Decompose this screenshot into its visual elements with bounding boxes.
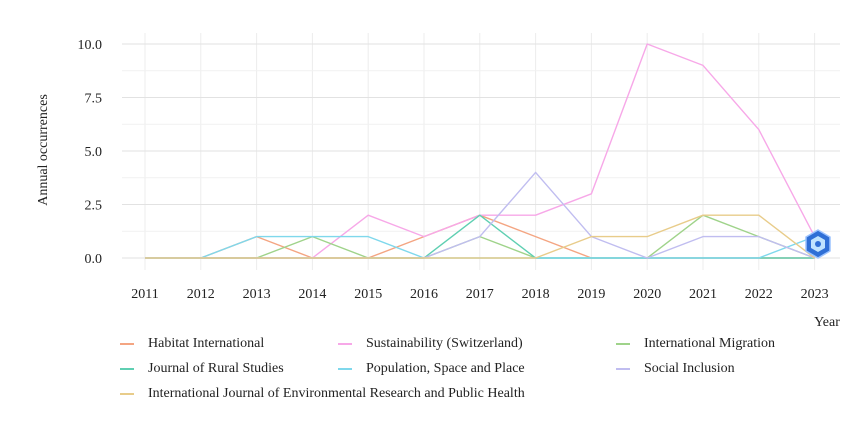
legend-swatch (338, 343, 352, 345)
y-tick-label: 5.0 (85, 145, 103, 160)
x-tick-label: 2019 (577, 287, 605, 302)
y-axis-title: Annual occurrences (36, 94, 51, 206)
legend-label: Population, Space and Place (366, 361, 525, 376)
x-tick-label: 2020 (633, 287, 661, 302)
legend-swatch (616, 368, 630, 370)
x-tick-label: 2011 (131, 287, 158, 302)
y-tick-label: 10.0 (78, 38, 103, 53)
legend-item: Habitat International (120, 336, 264, 352)
legend-label: Journal of Rural Studies (148, 361, 284, 376)
legend-item: International Journal of Environmental R… (120, 386, 525, 402)
x-axis-title: Year (814, 315, 840, 330)
legend-item: Journal of Rural Studies (120, 361, 284, 377)
legend-label: International Migration (644, 336, 776, 351)
y-tick-label: 2.5 (85, 199, 103, 214)
x-tick-label: 2015 (354, 287, 382, 302)
x-tick-label: 2016 (410, 287, 438, 302)
y-tick-label: 7.5 (85, 92, 103, 107)
x-tick-label: 2013 (243, 287, 271, 302)
badge-icon[interactable] (802, 228, 834, 260)
legend-item: Population, Space and Place (338, 361, 525, 377)
x-tick-label: 2021 (689, 287, 717, 302)
axes: 0.0 2.5 5.0 7.5 10.0 2011 2012 2013 2014 2015 2016… (78, 38, 829, 302)
x-tick-label: 2017 (466, 287, 494, 302)
x-tick-label: 2012 (187, 287, 215, 302)
legend-swatch (120, 393, 134, 395)
legend-swatch (120, 368, 134, 370)
y-tick-label: 0.0 (85, 252, 103, 267)
x-tick-label: 2014 (298, 287, 326, 302)
legend-item: Social Inclusion (616, 361, 735, 377)
series-line-international-journal-of-environmental-research-and-public-health (145, 214, 816, 259)
x-tick-label: 2018 (522, 287, 550, 302)
legend-label: Social Inclusion (644, 361, 735, 376)
legend-swatch (120, 343, 134, 345)
x-tick-label: 2022 (745, 287, 773, 302)
legend-swatch (616, 343, 630, 345)
legend-label: Sustainability (Switzerland) (366, 336, 523, 351)
legend-label: Habitat International (148, 336, 265, 351)
legend-swatch (338, 368, 352, 370)
legend-item: International Migration (616, 336, 775, 352)
series-lines (145, 43, 816, 259)
legend-item: Sustainability (Switzerland) (338, 336, 523, 352)
x-tick-label: 2023 (801, 287, 829, 302)
legend-label: International Journal of Environmental R… (148, 386, 525, 401)
